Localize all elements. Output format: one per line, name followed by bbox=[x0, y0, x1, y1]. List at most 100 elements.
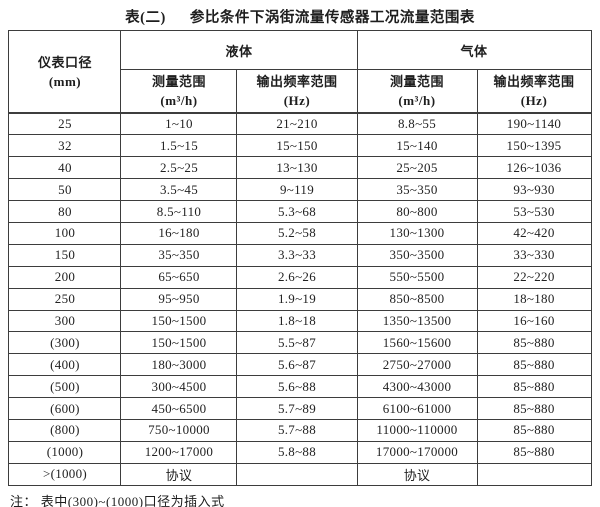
table-cell-liquid_range: 95~950 bbox=[120, 287, 238, 311]
table-cell-liquid_freq: 3.3~33 bbox=[236, 243, 358, 267]
table-row: 50 3.5~45 9~119 35~350 93~930 bbox=[8, 178, 592, 202]
table-header: 仪表口径 (mm) 液体 气体 测量范围 (m³/h) 输出频率范围 (Hz) … bbox=[8, 30, 592, 114]
table-cell-liquid_range: 8.5~110 bbox=[120, 200, 238, 223]
table-cell-gas_range: 2750~27000 bbox=[356, 353, 478, 377]
table-cell-gas_range: 8.8~55 bbox=[356, 112, 478, 136]
table-cell-liquid_freq: 5.2~58 bbox=[236, 221, 358, 245]
table-cell-liquid_range: 300~4500 bbox=[120, 375, 238, 399]
table-cell-liquid_freq: 5.7~88 bbox=[236, 418, 358, 442]
col-header-diameter: 仪表口径 (mm) bbox=[8, 30, 122, 114]
table-row: 150 35~350 3.3~33 350~3500 33~330 bbox=[8, 243, 592, 267]
table-body: 25 1~10 21~210 8.8~55 190~1140 32 1.5~15 15~150… bbox=[8, 112, 592, 486]
table-cell-liquid_freq: 5.3~68 bbox=[236, 200, 358, 223]
table-cell-diameter: (600) bbox=[8, 397, 122, 420]
table-cell-gas_freq: 85~880 bbox=[476, 375, 592, 399]
table-cell-diameter: (1000) bbox=[8, 440, 122, 464]
table-cell-liquid_freq bbox=[236, 462, 358, 486]
col-header-diameter-unit: (mm) bbox=[48, 73, 82, 89]
table-cell-gas_freq: 85~880 bbox=[476, 397, 592, 420]
table-cell-liquid_range: 1200~17000 bbox=[120, 440, 238, 464]
table-cell-liquid_freq: 9~119 bbox=[236, 178, 358, 202]
table-cell-diameter: (300) bbox=[8, 331, 122, 355]
col-header-gas-freq-label: 输出频率范围 bbox=[493, 74, 575, 89]
table-cell-liquid_range: 35~350 bbox=[120, 243, 238, 267]
table-cell-diameter: 25 bbox=[8, 112, 122, 136]
table-cell-diameter: 250 bbox=[8, 287, 122, 311]
table-cell-liquid_freq: 13~130 bbox=[236, 156, 358, 180]
table-cell-diameter: 200 bbox=[8, 265, 122, 289]
col-header-liquid-range-label: 测量范围 bbox=[151, 74, 206, 89]
table-cell-gas_freq: 190~1140 bbox=[476, 112, 592, 136]
table-row: (800) 750~10000 5.7~88 11000~110000 85~880 bbox=[8, 418, 592, 442]
table-cell-liquid_freq: 21~210 bbox=[236, 112, 358, 136]
table-cell-gas_freq: 85~880 bbox=[476, 353, 592, 377]
table-cell-gas_freq: 85~880 bbox=[476, 418, 592, 442]
table-cell-liquid_freq: 2.6~26 bbox=[236, 265, 358, 289]
table-cell-gas_range: 11000~110000 bbox=[356, 418, 478, 442]
group-header-row: 仪表口径 (mm) 液体 气体 bbox=[8, 30, 592, 114]
page-title: 表(二) 参比条件下涡街流量传感器工况流量范围表 bbox=[0, 0, 600, 30]
table-cell-liquid_freq: 1.9~19 bbox=[236, 287, 358, 311]
table-cell-gas_freq: 85~880 bbox=[476, 440, 592, 464]
title-table-number: 表(二) bbox=[125, 10, 166, 26]
table-cell-liquid_freq: 15~150 bbox=[236, 134, 358, 158]
table-cell-diameter: 300 bbox=[8, 309, 122, 333]
table-row: 300 150~1500 1.8~18 1350~13500 16~160 bbox=[8, 309, 592, 333]
col-header-liquid-range: 测量范围 (m³/h) bbox=[120, 69, 238, 114]
table-cell-diameter: 100 bbox=[8, 221, 122, 245]
table-cell-liquid_range: 3.5~45 bbox=[120, 178, 238, 202]
table-row: >(1000) 协议 协议 bbox=[8, 462, 592, 486]
table-cell-gas_range: 130~1300 bbox=[356, 221, 478, 245]
table-cell-gas_freq: 85~880 bbox=[476, 331, 592, 355]
col-header-liquid-freq-label: 输出频率范围 bbox=[256, 74, 338, 89]
table-row: 80 8.5~110 5.3~68 80~800 53~530 bbox=[8, 200, 592, 223]
table-row: 100 16~180 5.2~58 130~1300 42~420 bbox=[8, 221, 592, 245]
table-cell-liquid_range: 450~6500 bbox=[120, 397, 238, 420]
table-row: (500) 300~4500 5.6~88 4300~43000 85~880 bbox=[8, 375, 592, 399]
table-cell-diameter: 80 bbox=[8, 200, 122, 223]
group-header-gas: 气体 bbox=[356, 30, 592, 70]
table-cell-liquid_range: 750~10000 bbox=[120, 418, 238, 442]
table-cell-diameter: (500) bbox=[8, 375, 122, 399]
sub-header-row: 测量范围 (m³/h) 输出频率范围 (Hz) 测量范围 (m³/h) 输出频率… bbox=[9, 69, 592, 114]
table-cell-liquid_range: 180~3000 bbox=[120, 353, 238, 377]
table-cell-gas_range: 25~205 bbox=[356, 156, 478, 180]
table-cell-gas_freq: 33~330 bbox=[476, 243, 592, 267]
table-row: (400) 180~3000 5.6~87 2750~27000 85~880 bbox=[8, 353, 592, 377]
table-cell-liquid_freq: 1.8~18 bbox=[236, 309, 358, 333]
table-cell-gas_freq bbox=[476, 462, 592, 486]
table-cell-gas_range: 协议 bbox=[356, 462, 478, 486]
table-cell-gas_range: 1560~15600 bbox=[356, 331, 478, 355]
table-cell-diameter: >(1000) bbox=[8, 462, 122, 486]
table-cell-gas_range: 1350~13500 bbox=[356, 309, 478, 333]
table-cell-liquid_range: 150~1500 bbox=[120, 309, 238, 333]
table-cell-liquid_range: 1~10 bbox=[120, 112, 238, 136]
table-cell-liquid_range: 65~650 bbox=[120, 265, 238, 289]
table-row: (300) 150~1500 5.5~87 1560~15600 85~880 bbox=[8, 331, 592, 355]
table-cell-gas_range: 4300~43000 bbox=[356, 375, 478, 399]
table-cell-liquid_freq: 5.5~87 bbox=[236, 331, 358, 355]
col-header-gas-range-unit: (m³/h) bbox=[398, 93, 436, 108]
table-cell-gas_freq: 18~180 bbox=[476, 287, 592, 311]
table-cell-liquid_freq: 5.6~87 bbox=[236, 353, 358, 377]
table-cell-gas_range: 550~5500 bbox=[356, 265, 478, 289]
table-cell-liquid_freq: 5.7~89 bbox=[236, 397, 358, 420]
title-text: 参比条件下涡街流量传感器工况流量范围表 bbox=[189, 10, 475, 26]
table-row: (1000) 1200~17000 5.8~88 17000~170000 85~880 bbox=[8, 440, 592, 464]
col-header-liquid-range-unit: (m³/h) bbox=[160, 93, 198, 108]
table-cell-gas_range: 17000~170000 bbox=[356, 440, 478, 464]
table-cell-gas_freq: 126~1036 bbox=[476, 156, 592, 180]
table-cell-gas_freq: 53~530 bbox=[476, 200, 592, 223]
col-header-diameter-label: 仪表口径 bbox=[37, 54, 92, 70]
table-cell-diameter: 150 bbox=[8, 243, 122, 267]
table-cell-gas_freq: 150~1395 bbox=[476, 134, 592, 158]
col-header-liquid-freq: 输出频率范围 (Hz) bbox=[236, 69, 358, 114]
table-cell-liquid_range: 协议 bbox=[120, 462, 238, 486]
table-cell-gas_freq: 22~220 bbox=[476, 265, 592, 289]
footnote: 注： 表中(300)~(1000)口径为插入式 bbox=[10, 493, 225, 507]
table-cell-liquid_range: 2.5~25 bbox=[120, 156, 238, 180]
table-cell-gas_range: 15~140 bbox=[356, 134, 478, 158]
table-row: (600) 450~6500 5.7~89 6100~61000 85~880 bbox=[8, 397, 592, 420]
table-cell-gas_range: 35~350 bbox=[356, 178, 478, 202]
